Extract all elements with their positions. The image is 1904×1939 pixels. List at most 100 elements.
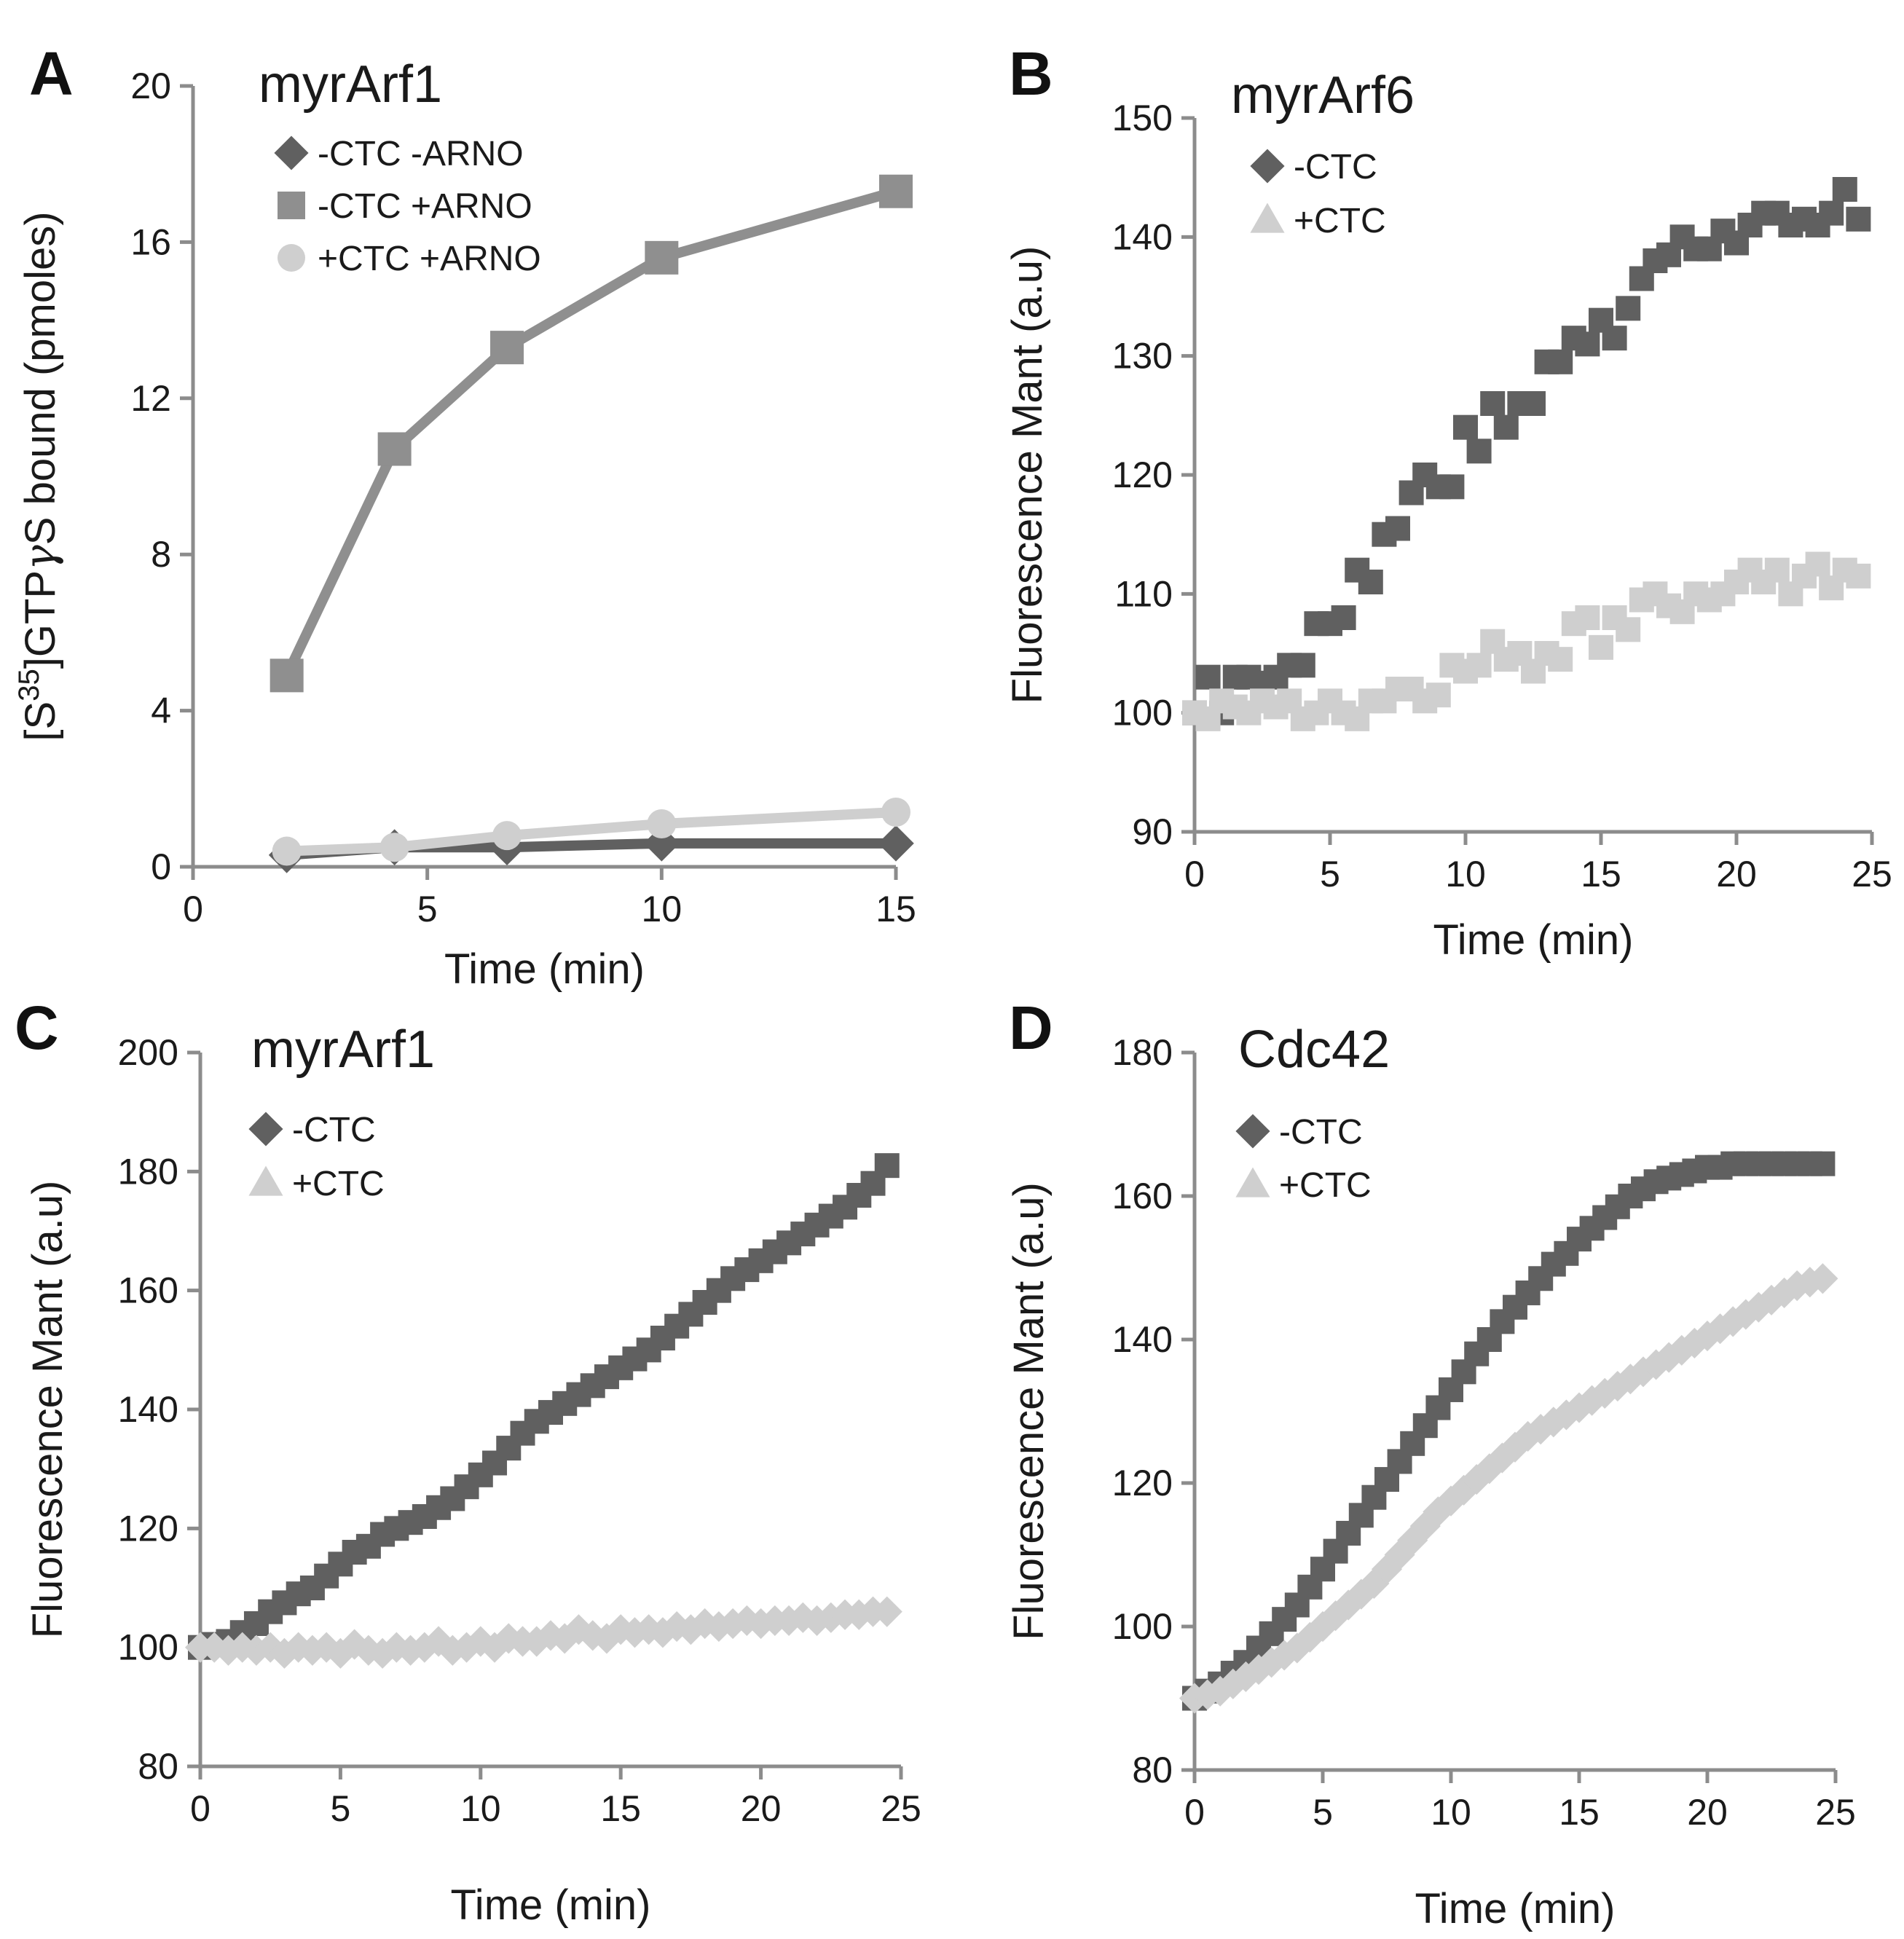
- x-tick-label: 10: [1445, 854, 1486, 894]
- x-tick-label: 15: [1559, 1792, 1600, 1833]
- legend-marker: [274, 135, 309, 170]
- x-tick-label: 10: [642, 889, 682, 929]
- series-1: [1182, 551, 1871, 731]
- data-point: [1243, 1654, 1275, 1686]
- y-axis-label: Fluorescence Mant (a.u): [24, 1181, 71, 1639]
- data-point: [1718, 1306, 1749, 1337]
- y-tick-label: 130: [1112, 336, 1173, 377]
- data-point: [1331, 605, 1356, 630]
- legend: -CTC +CTC: [1235, 1113, 1372, 1205]
- legend-label: +CTC +ARNO: [318, 240, 541, 278]
- legend-label: -CTC: [292, 1111, 376, 1149]
- data-point: [1548, 349, 1573, 374]
- data-point: [1805, 551, 1830, 577]
- data-point: [647, 809, 677, 839]
- data-point: [647, 1617, 678, 1648]
- y-tick-label: 100: [1112, 693, 1173, 733]
- x-tick-label: 20: [1716, 854, 1757, 894]
- panel-c: 80 100 120 140 160 180 200 0 5 10 15 20 25 Time (min)…: [15, 994, 921, 1929]
- data-point: [1307, 1610, 1339, 1643]
- chart-title: myrArf1: [251, 1020, 435, 1079]
- data-point: [1832, 177, 1857, 202]
- data-point: [1493, 414, 1519, 440]
- y-tick-label: 20: [130, 66, 171, 106]
- x-tick-label: 0: [1184, 1792, 1205, 1833]
- data-point: [492, 821, 522, 851]
- data-point: [270, 658, 304, 693]
- data-point: [535, 1620, 567, 1651]
- data-point: [549, 1623, 581, 1654]
- data-point: [1846, 563, 1871, 589]
- data-point: [1602, 326, 1627, 351]
- legend-marker: [248, 1165, 283, 1196]
- data-point: [1782, 1270, 1813, 1302]
- legend-marker: [1235, 1114, 1270, 1149]
- data-point: [479, 1632, 511, 1663]
- y-tick-label: 12: [130, 378, 171, 419]
- data-point: [1480, 391, 1506, 416]
- legend-label: -CTC +ARNO: [318, 187, 532, 226]
- series-2: [272, 797, 910, 866]
- data-point: [1575, 331, 1600, 357]
- x-tick-label: 5: [417, 889, 438, 929]
- y-axis-label: Fluorescence Mant (a.u): [1004, 246, 1051, 704]
- legend-label: +CTC: [1279, 1166, 1372, 1205]
- x-tick-label: 5: [1313, 1792, 1333, 1833]
- x-tick-label: 25: [1852, 854, 1892, 894]
- series-1: [1179, 1263, 1838, 1714]
- data-point: [1846, 206, 1871, 232]
- y-tick-label: 120: [1112, 1463, 1173, 1503]
- legend-marker: [1235, 1167, 1270, 1197]
- legend-marker: [1250, 202, 1285, 233]
- y-tick-label: 90: [1132, 811, 1173, 852]
- data-point: [881, 797, 910, 827]
- panel-letter: D: [1009, 994, 1053, 1062]
- legend-marker: [1250, 149, 1285, 184]
- panel-letter: A: [29, 39, 74, 108]
- legend: -CTC +CTC: [248, 1111, 385, 1203]
- data-point: [1525, 1414, 1557, 1445]
- legend-label: -CTC: [1294, 148, 1377, 186]
- data-point: [1616, 296, 1641, 321]
- y-axis-label: [S35]GTPγS bound (pmoles): [13, 211, 65, 741]
- series-1: [184, 1596, 902, 1669]
- series-0: [1182, 1151, 1836, 1711]
- y-axis-label: Fluorescence Mant (a.u): [1005, 1182, 1053, 1640]
- data-point: [1466, 653, 1492, 678]
- data-point: [577, 1620, 608, 1651]
- y-tick-label: 160: [118, 1270, 178, 1311]
- data-point: [1810, 1151, 1836, 1176]
- y-tick-label: 4: [151, 691, 171, 731]
- data-point: [377, 432, 412, 466]
- data-point: [1589, 634, 1613, 660]
- data-point: [1764, 557, 1790, 583]
- legend-marker: [248, 1112, 283, 1147]
- data-point: [1807, 1263, 1838, 1294]
- x-tick-label: 0: [183, 889, 203, 929]
- y-tick-label: 110: [1114, 573, 1173, 614]
- x-tick-label: 15: [600, 1788, 641, 1829]
- data-point: [1425, 683, 1451, 708]
- legend-marker: [278, 192, 305, 219]
- x-tick-label: 20: [741, 1788, 782, 1829]
- y-tick-label: 150: [1112, 98, 1173, 138]
- data-point: [1290, 653, 1315, 678]
- panel-b: 90 100 110 120 130 140 150 0 5 10 15 20 25 Time (min)…: [1004, 39, 1892, 964]
- x-tick-label: 25: [1815, 1792, 1856, 1833]
- y-tick-label: 140: [1112, 1319, 1173, 1360]
- data-point: [874, 1153, 900, 1179]
- y-tick-label: 200: [118, 1032, 178, 1073]
- y-tick-label: 120: [118, 1508, 178, 1549]
- data-point: [1435, 1485, 1467, 1517]
- x-tick-label: 10: [1431, 1792, 1471, 1833]
- data-point: [871, 1596, 902, 1627]
- y-tick-label: 140: [118, 1389, 178, 1430]
- data-point: [353, 1635, 384, 1666]
- data-point: [879, 174, 913, 208]
- x-tick-label: 25: [881, 1788, 921, 1829]
- panel-letter: B: [1009, 39, 1053, 108]
- series-0: [188, 1153, 900, 1660]
- data-point: [490, 331, 524, 365]
- panel-letter: C: [15, 994, 59, 1062]
